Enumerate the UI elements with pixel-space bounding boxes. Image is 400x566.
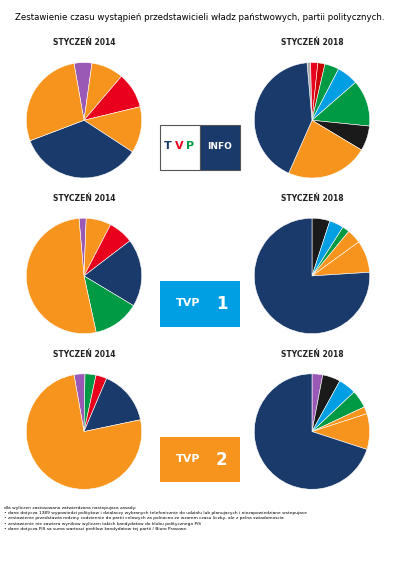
Wedge shape xyxy=(312,69,356,121)
Wedge shape xyxy=(312,242,370,276)
Wedge shape xyxy=(84,225,130,276)
Wedge shape xyxy=(307,63,312,121)
Title: STYCZEŃ 2018: STYCZEŃ 2018 xyxy=(281,350,343,359)
Wedge shape xyxy=(30,121,132,178)
Wedge shape xyxy=(84,107,142,152)
Title: STYCZEŃ 2018: STYCZEŃ 2018 xyxy=(281,38,343,48)
Wedge shape xyxy=(312,83,370,126)
Wedge shape xyxy=(312,64,338,121)
Wedge shape xyxy=(312,392,364,431)
Wedge shape xyxy=(312,221,343,276)
Wedge shape xyxy=(254,63,312,173)
Title: STYCZEŃ 2014: STYCZEŃ 2014 xyxy=(53,38,115,48)
Wedge shape xyxy=(84,218,110,276)
Wedge shape xyxy=(254,218,370,333)
Wedge shape xyxy=(26,63,84,141)
Wedge shape xyxy=(312,121,370,150)
Wedge shape xyxy=(84,374,96,431)
Title: STYCZEŃ 2014: STYCZEŃ 2014 xyxy=(53,350,115,359)
Wedge shape xyxy=(254,374,367,489)
Text: TVP: TVP xyxy=(176,298,200,308)
Wedge shape xyxy=(84,63,122,121)
Text: dla wyliczen zastosowano zatwierdzona nastepujaca zasady:
• dane dotycza 1389 wy: dla wyliczen zastosowano zatwierdzona na… xyxy=(4,506,307,531)
Wedge shape xyxy=(312,231,359,276)
Wedge shape xyxy=(312,63,325,121)
Wedge shape xyxy=(312,375,340,431)
Bar xyxy=(200,125,240,170)
Title: STYCZEŃ 2018: STYCZEŃ 2018 xyxy=(281,194,343,203)
Wedge shape xyxy=(289,121,362,178)
Text: Zestawienie czasu wystąpień przedstawicieli władz państwowych, partii polityczny: Zestawienie czasu wystąpień przedstawici… xyxy=(15,13,385,22)
Text: 2: 2 xyxy=(216,451,228,469)
Wedge shape xyxy=(84,379,140,431)
Wedge shape xyxy=(312,381,354,431)
Wedge shape xyxy=(312,407,367,431)
Wedge shape xyxy=(26,375,142,489)
Wedge shape xyxy=(310,62,318,121)
Wedge shape xyxy=(84,76,140,121)
Text: INFO: INFO xyxy=(208,142,232,151)
Wedge shape xyxy=(79,218,86,276)
Wedge shape xyxy=(312,227,349,276)
Wedge shape xyxy=(74,62,92,121)
Text: V: V xyxy=(175,142,184,151)
Wedge shape xyxy=(84,276,134,332)
Text: T: T xyxy=(164,142,172,151)
Wedge shape xyxy=(84,241,142,306)
Wedge shape xyxy=(84,375,107,431)
Bar xyxy=(160,125,200,170)
Text: 1: 1 xyxy=(216,295,227,313)
Wedge shape xyxy=(312,218,330,276)
Wedge shape xyxy=(26,218,96,333)
Text: P: P xyxy=(186,142,194,151)
Text: TVP: TVP xyxy=(176,454,200,464)
Title: STYCZEŃ 2014: STYCZEŃ 2014 xyxy=(53,194,115,203)
Wedge shape xyxy=(312,414,370,449)
Wedge shape xyxy=(74,374,85,431)
Wedge shape xyxy=(312,374,323,431)
